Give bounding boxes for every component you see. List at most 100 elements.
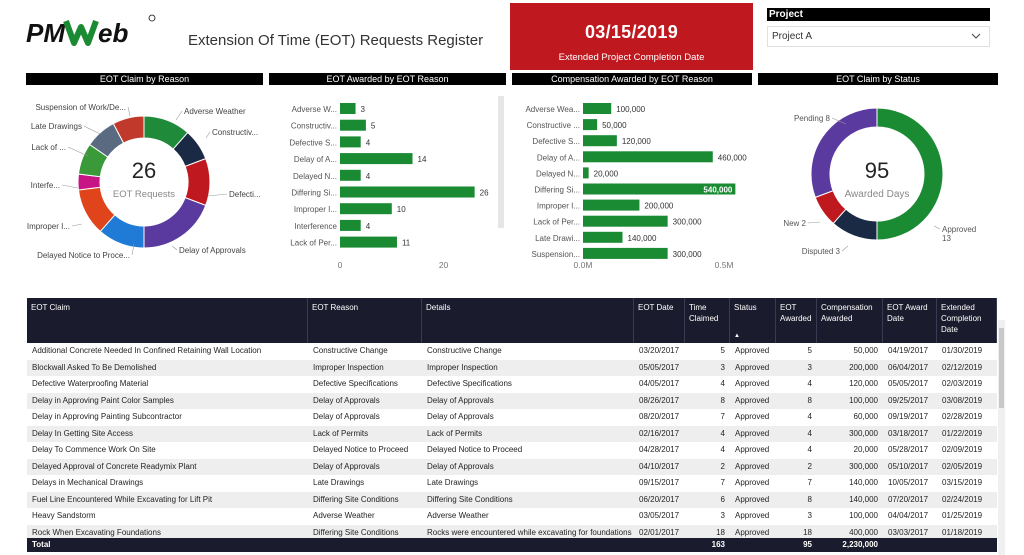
table-cell: Delayed Approval of Concrete Readymix Pl… [32,461,197,471]
table-row[interactable]: Heavy Sandstorm Adverse Weather Adverse We… [27,508,997,525]
x-tick-label: 20 [439,260,449,270]
compensation-by-reason-bar-chart[interactable]: Adverse Wea... 100,000 Constructive ... 50,… [512,88,752,273]
table-cell: 06/04/2017 [888,362,929,372]
bar[interactable] [583,167,589,179]
donut-slice[interactable] [112,115,145,144]
column-header[interactable]: EOT Award Date [883,298,937,343]
column-header-label: EOT Awarded [780,303,812,323]
eot-register-table: EOT Claim EOT Reason Details EOT Date Time C… [27,298,997,553]
bar-data-label: 100,000 [616,105,645,114]
donut-slice[interactable] [876,107,944,241]
bar[interactable] [583,119,598,131]
table-cell: Fuel Line Encountered While Excavating f… [32,494,213,504]
bar[interactable] [340,236,397,248]
bar[interactable] [340,136,361,148]
table-cell: 08/20/2017 [639,412,680,421]
x-tick-label: 0 [338,260,343,270]
table-cell: Delay To Commence Work On Site [32,445,156,454]
table-row[interactable]: Fuel Line Encountered While Excavating f… [27,491,997,508]
donut-slice[interactable] [810,107,878,199]
bar[interactable] [583,151,713,163]
table-row[interactable]: Delayed Approval of Concrete Readymix Pl… [27,458,997,475]
project-dropdown[interactable]: Project A [767,26,990,47]
total-cell [883,538,937,552]
table-cell: Adverse Weather [427,511,489,520]
bar[interactable] [583,231,623,243]
bar[interactable] [583,247,668,259]
donut-slice[interactable] [143,196,207,249]
bar[interactable] [583,215,668,227]
table-cell: 5 [807,346,812,355]
table-cell: 140,000 [849,494,878,504]
bar-chart-scrollbar[interactable] [498,96,504,228]
table-row[interactable]: Defective Waterproofing Material Defectiv… [27,376,997,393]
bar-data-label: 460,000 [718,153,747,162]
bar-data-label: 200,000 [644,202,673,211]
column-header[interactable]: Status ▲ [730,298,776,343]
column-header-label: Status [734,303,757,312]
table-cell: Constructive Change [427,346,502,355]
visual-header-claim-by-reason: EOT Claim by Reason [26,73,263,85]
bar-category-label: Adverse Wea... [525,105,580,114]
bar[interactable] [340,103,356,114]
table-row[interactable]: Additional Concrete Needed In Confined R… [27,343,997,360]
column-header[interactable]: Compensation Awarded [817,298,883,343]
bar[interactable] [583,103,612,114]
table-cell: Approved [735,428,770,438]
table-row[interactable]: Blockwall Asked To Be Demolished Improper… [27,359,997,376]
table-row[interactable]: Delay in Approving Paint Color Samples De… [27,392,997,409]
visual-header-claim-by-status: EOT Claim by Status [758,73,998,85]
table-cell: Differing Site Conditions [313,494,399,504]
table-cell: 02/09/2019 [942,445,983,454]
donut-slice[interactable] [184,157,211,207]
bar[interactable] [340,153,413,165]
bar[interactable] [583,183,736,195]
bar[interactable] [340,119,366,131]
table-cell: 03/18/2017 [888,428,929,438]
bar[interactable] [583,135,617,147]
column-header[interactable]: Details [422,298,634,343]
bar[interactable] [340,203,392,215]
bar[interactable] [340,186,475,198]
column-header[interactable]: EOT Date [634,298,685,343]
bar-category-label: Constructive ... [527,121,580,130]
bar[interactable] [340,219,361,231]
eot-awarded-by-reason-bar-chart[interactable]: Adverse W... 3 Constructiv... 5 Defective S.… [269,88,497,273]
table-scrollbar-thumb[interactable] [999,328,1004,408]
table-cell: 02/01/2017 [639,527,680,537]
donut-slice-label: Delayed Notice to Proce... [37,251,130,260]
bar[interactable] [583,199,640,211]
bar-data-label: 540,000 [703,186,732,195]
table-cell: Improper Inspection [313,362,384,372]
table-row[interactable]: Delay To Commence Work On Site Delayed No… [27,442,997,459]
table-scrollbar[interactable] [998,320,1005,555]
table-row[interactable]: Rock When Excavating Foundations Differin… [27,524,997,538]
table-cell: 200,000 [849,362,878,372]
table-cell: 300,000 [849,428,878,438]
table-cell: Differing Site Conditions [313,527,399,537]
table-row[interactable]: Delay in Approving Painting Subcontracto… [27,409,997,426]
table-cell: 03/03/2017 [888,527,929,537]
column-header[interactable]: EOT Awarded [776,298,817,343]
x-tick-label: 0.0M [574,260,593,270]
table-cell: 05/05/2017 [639,362,680,372]
table-cell: Approved [735,379,770,388]
donut-leader-line [807,221,821,224]
eot-claim-by-reason-donut[interactable]: 26 EOT Requests Adverse Weather Constructiv… [26,86,266,276]
column-header[interactable]: EOT Reason [308,298,422,343]
table-cell: 400,000 [849,527,878,537]
bar[interactable] [340,169,361,181]
column-header[interactable]: EOT Claim [27,298,308,343]
table-row[interactable]: Delay In Getting Site Access Lack of Perm… [27,425,997,442]
table-cell: 4 [720,445,725,454]
table-cell: 5 [720,346,725,355]
bar-data-label: 120,000 [622,137,651,146]
table-cell: 6 [720,494,725,504]
donut-leader-line [71,223,83,227]
table-row[interactable]: Delays in Mechanical Drawings Late Drawin… [27,475,997,492]
column-header[interactable]: Extended Completion Date [937,298,997,343]
column-header[interactable]: Time Claimed [685,298,730,343]
completion-date-value: 03/15/2019 [584,22,679,42]
table-cell: 8 [720,395,725,405]
